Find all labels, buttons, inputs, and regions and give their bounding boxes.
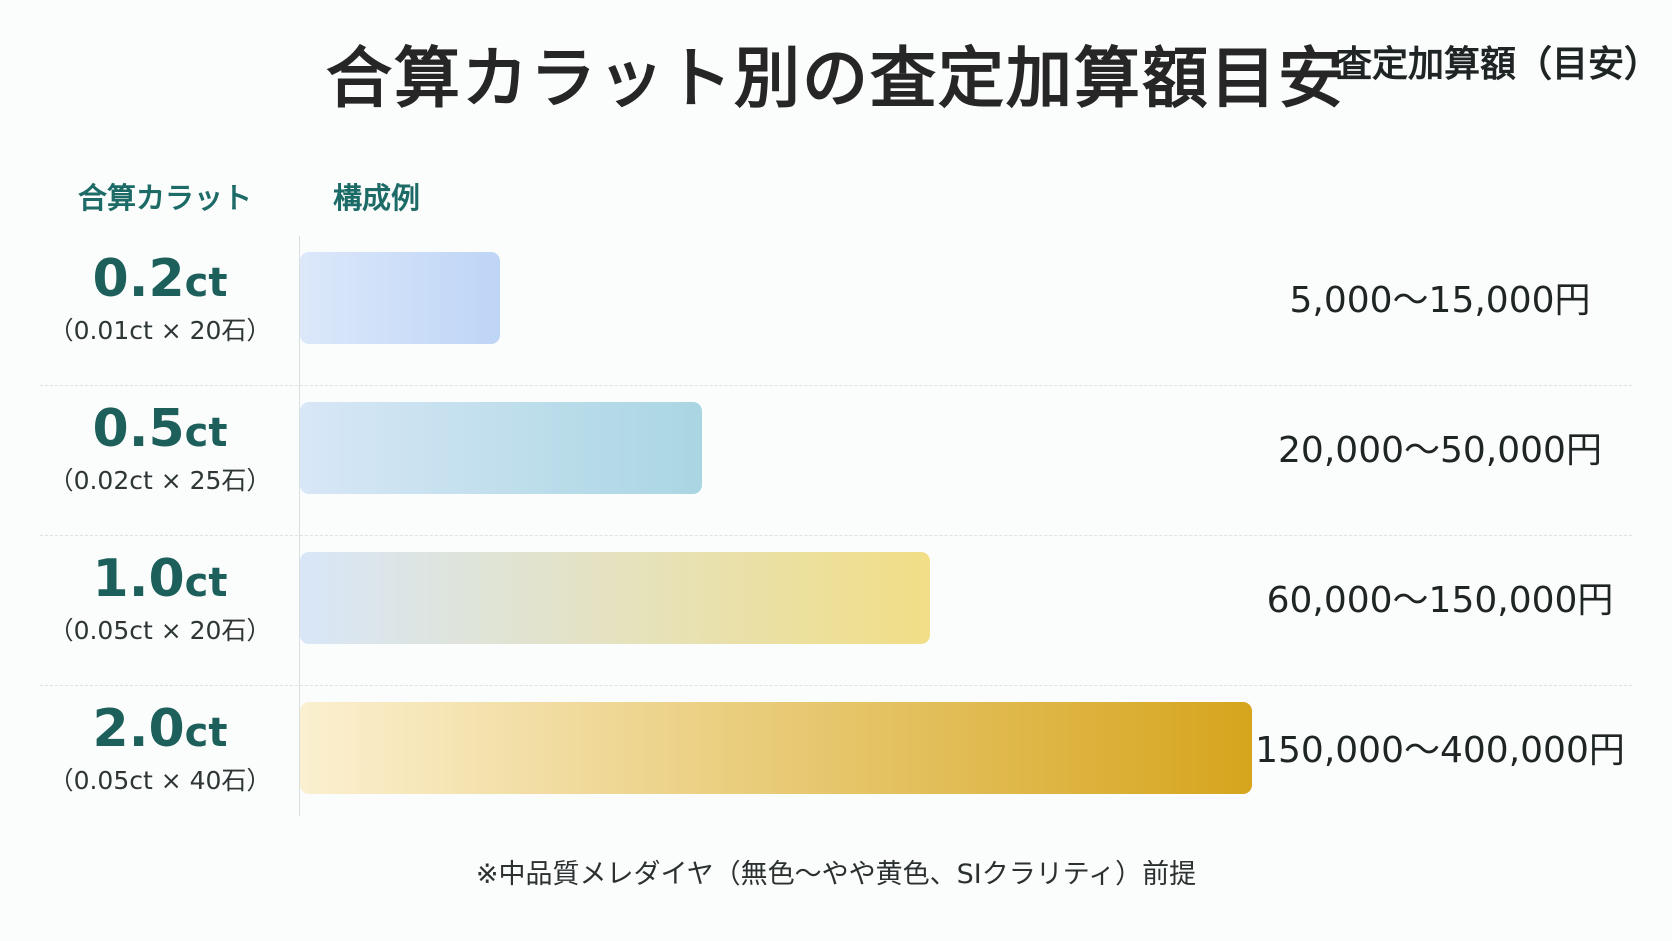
composition-label: （0.01ct × 20石） (48, 316, 272, 345)
chart-row-1: 0.2ct （0.01ct × 20石） 5,000〜15,000円 (0, 236, 1672, 386)
bar-2-0ct (300, 702, 1252, 794)
composition-label: （0.05ct × 20石） (48, 616, 272, 645)
row-divider (40, 685, 1632, 686)
carat-label: 0.5ct (92, 399, 228, 459)
amount-label: 20,000〜50,000円 (1278, 430, 1602, 471)
bar-0-2ct (300, 252, 500, 344)
bar-axis-line (299, 236, 300, 816)
bar-1-0ct (300, 552, 930, 644)
chart-row-3: 1.0ct （0.05ct × 20石） 60,000〜150,000円 (0, 536, 1672, 686)
amount-label: 5,000〜15,000円 (1289, 280, 1591, 321)
carat-label: 0.2ct (92, 249, 228, 309)
composition-column-header: 構成例 (333, 181, 421, 215)
composition-label: （0.02ct × 25石） (48, 466, 272, 495)
amount-label: 60,000〜150,000円 (1266, 580, 1614, 621)
row-divider (40, 535, 1632, 536)
amount-label: 150,000〜400,000円 (1255, 730, 1625, 771)
chart-title: 合算カラット別の査定加算額目安 (326, 40, 1346, 117)
amount-column-header: 査定加算額（目安） (1335, 44, 1660, 85)
chart-row-2: 0.5ct （0.02ct × 25石） 20,000〜50,000円 (0, 386, 1672, 536)
chart-row-4: 2.0ct （0.05ct × 40石） 150,000〜400,000円 (0, 686, 1672, 836)
footnote: ※中品質メレダイヤ（無色〜やや黄色、SIクラリティ）前提 (475, 859, 1197, 890)
bar-0-5ct (300, 402, 702, 494)
composition-label: （0.05ct × 40石） (48, 766, 272, 795)
carat-label: 1.0ct (92, 549, 228, 609)
carat-label: 2.0ct (92, 699, 228, 759)
carat-column-header: 合算カラット (78, 181, 253, 215)
row-divider (40, 385, 1632, 386)
